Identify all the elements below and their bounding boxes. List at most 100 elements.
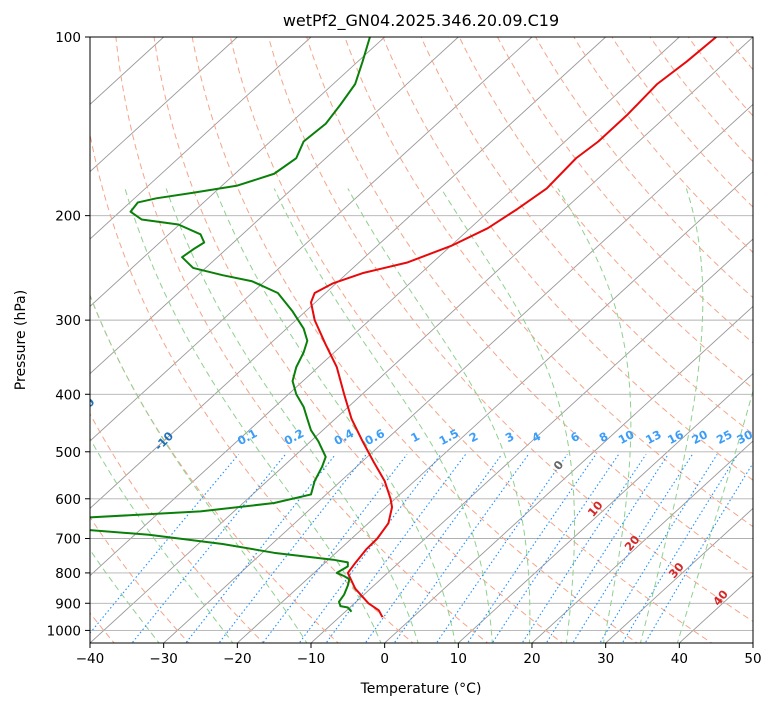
dry-adiabat [153, 37, 564, 643]
y-tick-label: 600 [55, 492, 81, 508]
mixing-ratio-label: 3 [503, 429, 517, 445]
x-tick-label: 30 [597, 651, 614, 667]
isotherms [90, 37, 753, 643]
x-tick-label: −20 [223, 651, 252, 667]
moist-adiabat-label: 0 [550, 458, 566, 473]
moist-adiabat [165, 188, 419, 643]
x-tick-label: 10 [450, 651, 467, 667]
plot-area: 0.10.20.40.611.52346810131620253036-100-… [73, 24, 775, 646]
moist-adiabat [273, 188, 493, 643]
mixing-ratio-label: 1 [408, 429, 422, 445]
mixing-ratio-line [521, 454, 647, 643]
x-axis-label: Temperature (°C) [360, 681, 482, 697]
moist-adiabat [347, 188, 531, 643]
dry-adiabat [382, 37, 753, 481]
isotherm-line [90, 37, 533, 442]
x-tick-label: 40 [671, 651, 688, 667]
dewpoint-line [90, 37, 371, 613]
x-tick-label: −10 [297, 651, 326, 667]
mixing-ratio-line [491, 454, 620, 643]
y-axis-label: Pressure (hPa) [13, 290, 29, 390]
y-axis-ticks: 1000 900 800 700 600 500 400 300 200 100 [47, 30, 90, 639]
dry-adiabat [754, 24, 775, 646]
mixing-ratio-line [364, 454, 503, 643]
mixing-ratio-label: 2 [467, 429, 481, 445]
isotherm-line [90, 37, 312, 240]
mixing-ratio-label: 16 [665, 427, 686, 447]
mixing-ratio-line [435, 454, 568, 643]
dry-adiabat [306, 37, 753, 575]
mixing-ratio-line [298, 454, 442, 643]
pressure-gridlines [90, 37, 753, 631]
mixing-ratio-line [644, 462, 753, 643]
profile-series [90, 37, 717, 618]
isotherm-line [90, 37, 753, 643]
isotherm-line [531, 440, 753, 643]
mixing-ratio-line [262, 454, 408, 643]
mixing-ratio-line [599, 454, 718, 643]
temperature-line [310, 37, 717, 618]
isotherm-line [752, 642, 753, 643]
chart-title: wetPf2_GN04.2025.346.20.09.C19 [283, 11, 559, 31]
x-tick-label: 20 [523, 651, 540, 667]
x-tick-label: −30 [149, 651, 178, 667]
dry-adiabat [687, 37, 753, 117]
mixing-ratio-label: 25 [714, 427, 735, 447]
isotherm-line [458, 373, 753, 643]
dry-adiabat [115, 37, 489, 643]
mixing-ratio-lines [90, 453, 753, 643]
y-tick-label: 800 [55, 566, 81, 582]
y-tick-label: 200 [55, 209, 81, 225]
dry-adiabat [725, 37, 753, 71]
moist-adiabat [124, 188, 382, 643]
moist-adiabat-label: 30 [666, 560, 687, 581]
dry-adiabat [420, 37, 753, 435]
moist-adiabat [90, 437, 234, 643]
y-tick-label: 400 [55, 387, 81, 403]
y-tick-label: 1000 [47, 623, 81, 639]
mixing-ratio-line [325, 454, 467, 643]
isotherm-line [90, 37, 385, 307]
x-tick-label: −40 [76, 651, 105, 667]
isotherm-line [237, 171, 753, 643]
mixing-ratio-label: 0.1 [235, 426, 260, 448]
isotherm-line [384, 305, 753, 643]
dry-adiabat [649, 37, 753, 163]
mixing-ratio-line [572, 454, 693, 643]
dry-adiabat [573, 37, 753, 254]
mixing-ratio-label: 13 [643, 427, 664, 447]
moist-adiabat-label: 40 [710, 587, 731, 608]
mixing-ratio-line [393, 454, 529, 643]
dry-adiabat [229, 37, 713, 643]
dry-adiabat [90, 412, 265, 643]
isotherm-line [90, 37, 459, 375]
mixing-ratio-line [545, 454, 669, 643]
dry-adiabat [344, 37, 753, 528]
mixing-ratio-label: 4 [529, 429, 543, 445]
mixing-ratio-label: 6 [568, 429, 582, 445]
mixing-ratio-label: 1.5 [437, 426, 462, 448]
moist-adiabat [90, 293, 308, 643]
x-axis-ticks: −40 −30 −20 −10 0 10 20 30 40 50 [76, 643, 762, 667]
dry-adiabat [458, 37, 753, 390]
moist-adiabat [639, 188, 704, 643]
isotherm-line [605, 507, 753, 643]
isotherm-line [90, 37, 238, 173]
y-tick-label: 500 [55, 445, 81, 461]
mixing-ratio-label: 36 [755, 427, 775, 447]
mixing-ratio-label: 0.2 [282, 426, 307, 448]
moist-adiabat [557, 188, 632, 643]
dry-adiabat [90, 516, 190, 643]
dry-adiabat [191, 37, 638, 643]
dry-adiabat [267, 37, 753, 623]
mixing-ratio-label: 10 [616, 427, 637, 447]
y-tick-label: 700 [55, 532, 81, 548]
mixing-ratio-label: 20 [689, 427, 710, 447]
y-tick-label: 900 [55, 596, 81, 612]
mixing-ratio-line [466, 454, 597, 643]
dry-adiabat-label: -20 [73, 395, 98, 420]
mixing-ratio-line [131, 454, 286, 643]
moist-adiabat [676, 389, 753, 643]
mixing-ratio-label: 8 [597, 429, 611, 445]
